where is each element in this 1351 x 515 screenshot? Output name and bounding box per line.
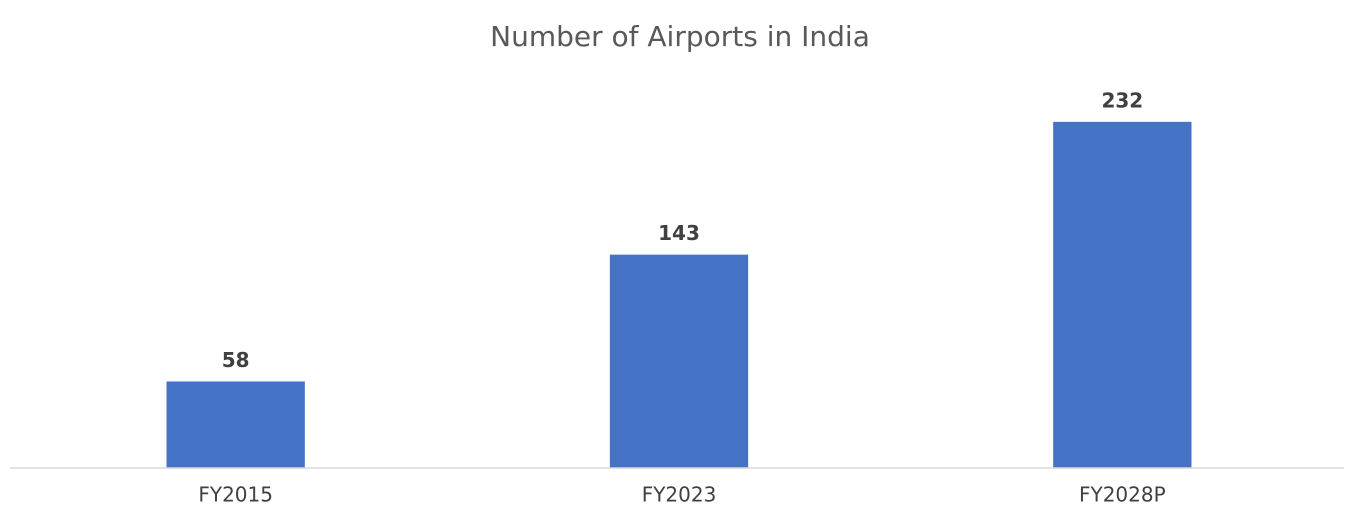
x-tick-label: FY2028P — [1079, 483, 1166, 507]
x-tick-label: FY2015 — [198, 483, 273, 507]
bar — [1053, 121, 1192, 468]
data-label: 232 — [1101, 88, 1143, 112]
x-tick-label: FY2023 — [642, 483, 717, 507]
chart-title: Number of Airports in India — [490, 20, 870, 53]
bar — [166, 381, 305, 468]
bar — [609, 254, 749, 468]
data-label: 58 — [222, 348, 250, 372]
data-label: 143 — [658, 221, 700, 245]
